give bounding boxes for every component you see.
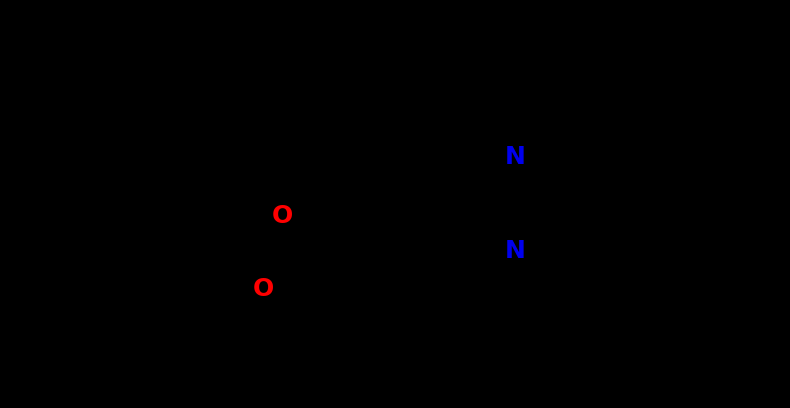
Text: N: N bbox=[505, 145, 525, 169]
Text: O: O bbox=[253, 277, 273, 301]
Text: N: N bbox=[505, 239, 525, 263]
Text: O: O bbox=[272, 204, 293, 228]
